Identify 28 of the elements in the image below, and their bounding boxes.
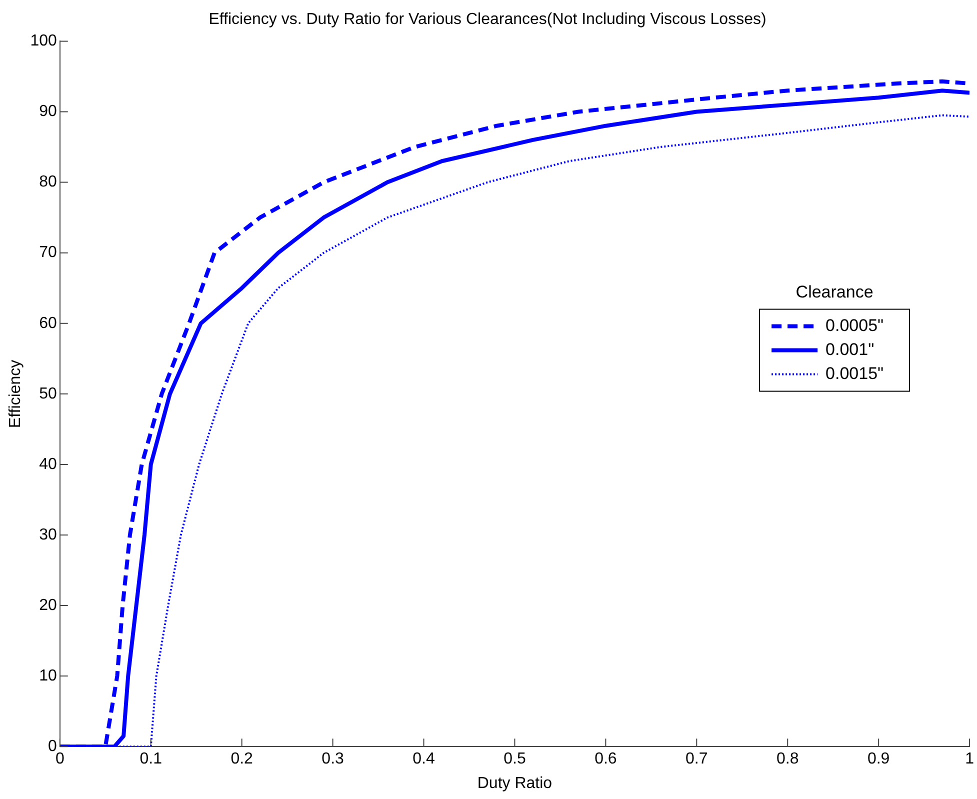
y-tick-label: 100 (30, 32, 57, 50)
x-tick-label: 0.4 (412, 750, 435, 768)
x-tick-label: 0.7 (686, 750, 708, 768)
y-tick-label: 0 (48, 738, 57, 756)
x-tick-label: 0.3 (322, 750, 344, 768)
y-tick-label: 20 (39, 596, 57, 614)
legend-label: 0.0015" (826, 364, 884, 383)
x-tick-label: 0.5 (504, 750, 526, 768)
x-tick-label: 0.6 (594, 750, 617, 768)
chart-title: Efficiency vs. Duty Ratio for Various Clearances(Not Including Viscous Losses) (208, 11, 766, 28)
x-tick-label: 0.9 (867, 750, 890, 768)
y-tick-label: 70 (39, 244, 57, 262)
y-tick-label: 90 (39, 103, 57, 120)
y-tick-label: 50 (39, 385, 57, 402)
x-tick-label: 1 (965, 750, 974, 768)
y-tick-label: 40 (39, 456, 57, 473)
y-axis-title: Efficiency (7, 360, 24, 428)
legend-label: 0.001" (826, 340, 874, 359)
y-tick-label: 60 (39, 314, 57, 332)
y-tick-label: 30 (39, 526, 57, 544)
x-tick-label: 0.2 (230, 750, 254, 768)
x-axis-title: Duty Ratio (477, 774, 552, 792)
x-tick-label: 0.8 (776, 750, 799, 768)
y-tick-label: 10 (39, 667, 57, 684)
x-tick-label: 0.1 (140, 750, 162, 768)
legend-title: Clearance (796, 282, 874, 302)
legend-label: 0.0005" (826, 316, 884, 335)
y-tick-label: 80 (39, 174, 57, 191)
